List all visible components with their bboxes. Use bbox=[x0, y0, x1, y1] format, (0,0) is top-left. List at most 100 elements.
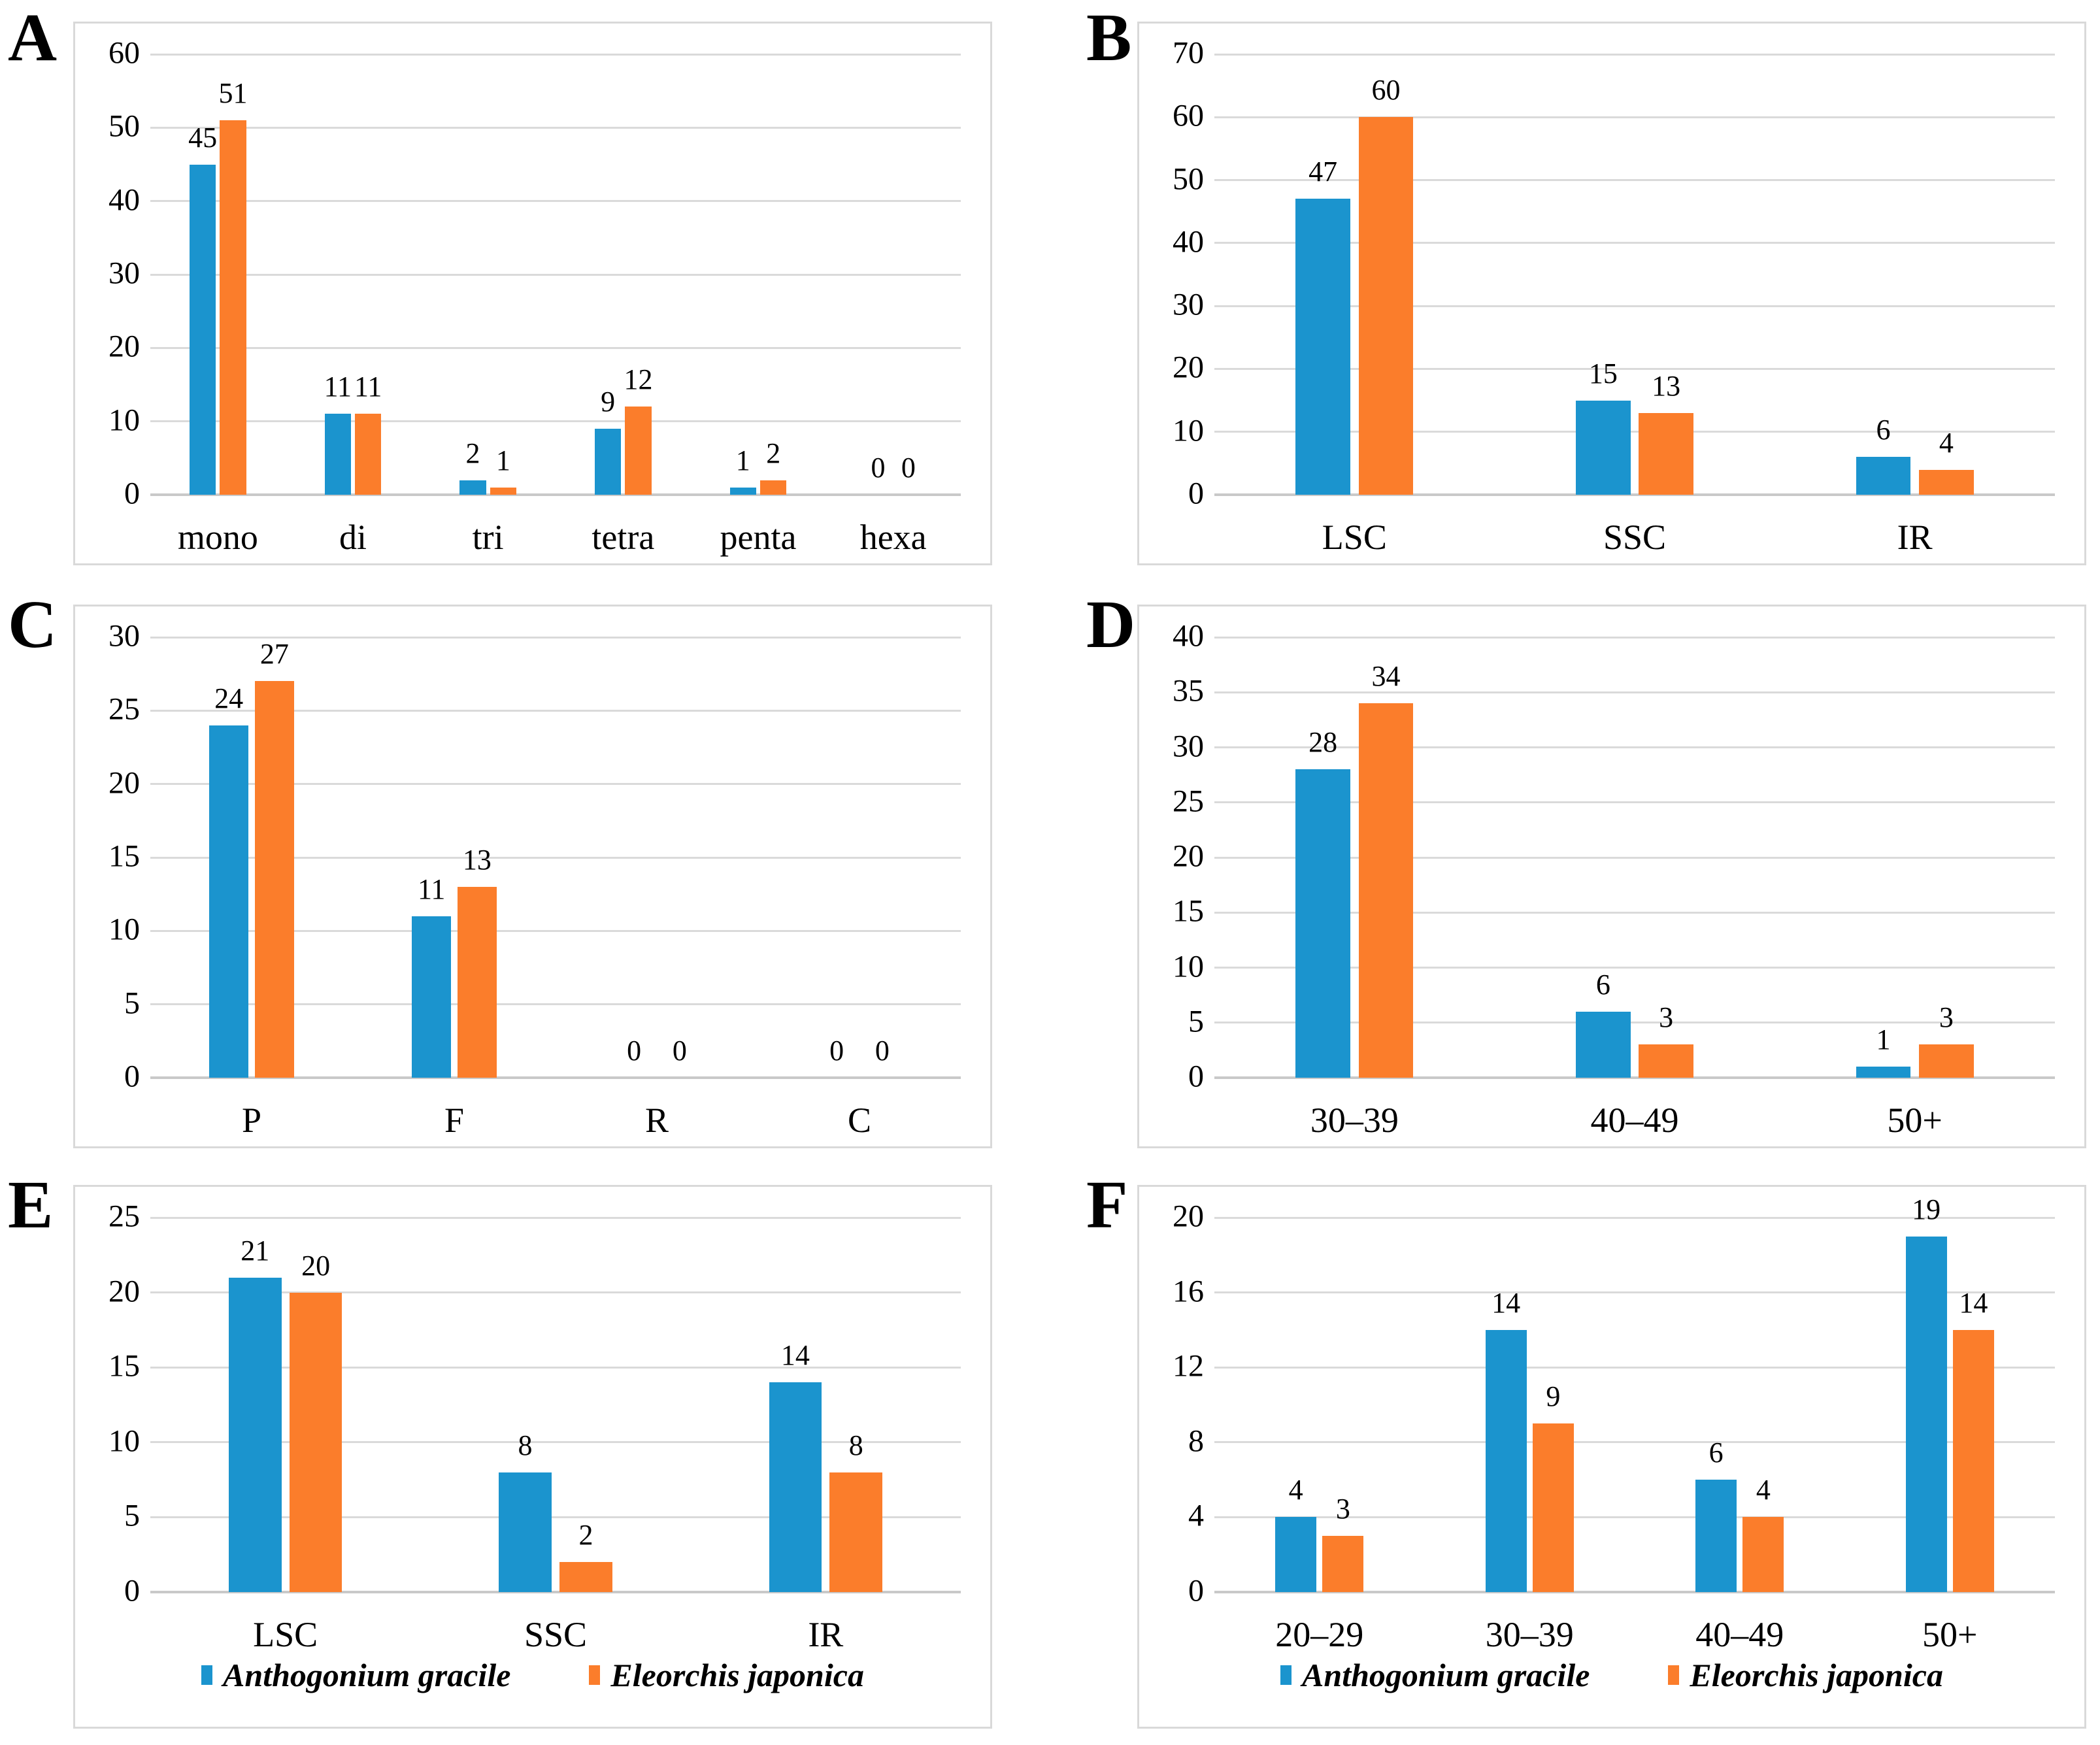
gridline bbox=[1214, 967, 2055, 969]
bar-series1 bbox=[1856, 457, 1911, 495]
category-label: IR bbox=[1897, 518, 1933, 557]
gridline bbox=[150, 273, 961, 276]
bar-value-label: 1 bbox=[1876, 1023, 1891, 1056]
bar-series1 bbox=[1485, 1329, 1527, 1592]
bar-value-label: 8 bbox=[848, 1429, 863, 1461]
category-label: R bbox=[644, 1101, 669, 1140]
gridline bbox=[150, 1291, 961, 1294]
gridline bbox=[150, 53, 961, 56]
gridline bbox=[1214, 1022, 2055, 1024]
bar-value-label: 45 bbox=[188, 121, 218, 154]
bar-series1 bbox=[729, 487, 756, 495]
panel-letter: A bbox=[8, 0, 58, 75]
bar-series2 bbox=[457, 886, 497, 1078]
bar-value-label: 27 bbox=[259, 638, 289, 671]
x-axis-line bbox=[1214, 1076, 2055, 1079]
y-tick-label: 50 bbox=[1173, 161, 1204, 196]
gridline bbox=[1214, 116, 2055, 118]
bar-value-label: 15 bbox=[1588, 357, 1618, 390]
y-tick-label: 30 bbox=[1173, 287, 1204, 322]
bar-series1 bbox=[1295, 199, 1351, 495]
y-tick-label: 50 bbox=[108, 108, 140, 144]
y-tick-label: 10 bbox=[1173, 948, 1204, 984]
y-tick-label: 10 bbox=[1173, 413, 1204, 448]
category-label: P bbox=[241, 1101, 262, 1140]
category-label: IR bbox=[808, 1615, 844, 1654]
category-label: 50+ bbox=[1922, 1615, 1978, 1654]
chart-area-c: 0 5 10 15 20 25 30 P 24 27 F 11 13 R 0 0 C 0 0 bbox=[73, 605, 992, 1148]
plot-area-c: 0 5 10 15 20 25 30 P 24 27 F 11 13 R 0 0 C 0 0 bbox=[108, 618, 961, 1140]
bar-series2 bbox=[1322, 1536, 1364, 1592]
bar-value-label: 0 bbox=[627, 1035, 642, 1067]
y-tick-label: 0 bbox=[1188, 1573, 1204, 1608]
bar-series2 bbox=[355, 414, 382, 495]
bar-value-label: 2 bbox=[465, 437, 480, 469]
bar-value-label: 60 bbox=[1371, 74, 1401, 107]
y-tick-label: 8 bbox=[1188, 1423, 1204, 1459]
bar-series1 bbox=[1695, 1480, 1737, 1592]
y-tick-label: 12 bbox=[1173, 1348, 1204, 1384]
legend: Anthogonium gracile Eleorchis japonica bbox=[75, 1656, 990, 1694]
category-label: 30–39 bbox=[1485, 1615, 1574, 1654]
y-tick-label: 5 bbox=[124, 1498, 140, 1533]
chart-area-a: 0 10 20 30 40 50 60 mono 45 51 di 11 11 tri 2 1 tetra 9 12… bbox=[73, 22, 992, 565]
bar-value-label: 4 bbox=[1939, 426, 1954, 459]
bar-series2 bbox=[1918, 469, 1974, 495]
bar-value-label: 14 bbox=[780, 1339, 810, 1372]
y-tick-label: 60 bbox=[108, 35, 140, 71]
category-label: penta bbox=[720, 518, 797, 557]
category-label: SSC bbox=[524, 1615, 588, 1654]
bar-series2 bbox=[1639, 1044, 1693, 1078]
panel-letter: E bbox=[8, 1167, 54, 1242]
gridline bbox=[150, 200, 961, 203]
x-axis-line bbox=[1214, 493, 2055, 496]
legend: Anthogonium gracile Eleorchis japonica bbox=[1139, 1656, 2084, 1694]
chart-area-e: 0 5 10 15 20 25 LSC 21 20 SSC 8 2 IR 14 8 Anthogonium … bbox=[73, 1185, 992, 1729]
bar-series2 bbox=[559, 1562, 612, 1592]
bar-value-label: 0 bbox=[875, 1035, 890, 1067]
bar-value-label: 0 bbox=[672, 1035, 687, 1067]
bar-value-label: 9 bbox=[601, 385, 616, 418]
y-tick-label: 5 bbox=[124, 985, 140, 1020]
gridline bbox=[150, 783, 961, 786]
chart-area-d: 0 5 10 15 20 25 30 35 40 30–39 28 34 40–49 6 3 50+ 1 3 bbox=[1137, 605, 2086, 1148]
bar-series1 bbox=[769, 1382, 822, 1592]
bar-value-label: 1 bbox=[495, 444, 510, 476]
category-label: tri bbox=[472, 518, 504, 557]
bar-series1 bbox=[228, 1277, 282, 1592]
gridline bbox=[1214, 691, 2055, 693]
bar-series1 bbox=[459, 480, 486, 495]
category-label: 30–39 bbox=[1310, 1101, 1399, 1140]
plot-area-a: 0 10 20 30 40 50 60 mono 45 51 di 11 11 tri 2 1 tetra 9 12… bbox=[108, 35, 961, 557]
bar-value-label: 2 bbox=[766, 437, 781, 469]
bar-series2 bbox=[490, 487, 517, 495]
bar-series1 bbox=[324, 414, 351, 495]
bar-series2 bbox=[625, 407, 652, 495]
gridline bbox=[1214, 1291, 2055, 1294]
y-tick-label: 15 bbox=[108, 1348, 140, 1384]
bar-value-label: 11 bbox=[417, 872, 446, 905]
legend-marker-icon bbox=[1668, 1665, 1680, 1685]
y-tick-label: 10 bbox=[108, 1423, 140, 1459]
gridline bbox=[1214, 636, 2055, 639]
bar-value-label: 3 bbox=[1939, 1001, 1954, 1034]
y-tick-label: 0 bbox=[124, 1059, 140, 1094]
gridline bbox=[1214, 53, 2055, 56]
panel-f: F 0 4 8 12 16 20 20–29 4 3 30–39 14 9 40–49 6 4 50+ 19 14… bbox=[1050, 1157, 2100, 1745]
bar-value-label: 51 bbox=[218, 77, 248, 110]
y-tick-label: 30 bbox=[108, 256, 140, 291]
gridline bbox=[150, 1216, 961, 1219]
bar-value-label: 21 bbox=[241, 1234, 270, 1267]
y-tick-label: 30 bbox=[108, 618, 140, 654]
bar-series2 bbox=[1639, 412, 1693, 495]
y-tick-label: 20 bbox=[108, 1273, 140, 1308]
panel-letter: C bbox=[8, 587, 58, 662]
bar-value-label: 19 bbox=[1912, 1193, 1941, 1225]
bar-series1 bbox=[1275, 1517, 1317, 1592]
panel-c: C 0 5 10 15 20 25 30 P 24 27 F 11 13 R 0 0 C 0 0 bbox=[0, 575, 1050, 1157]
bar-series1 bbox=[1905, 1236, 1947, 1592]
y-tick-label: 70 bbox=[1173, 35, 1204, 71]
gridline bbox=[150, 1516, 961, 1518]
bar-series2 bbox=[1358, 117, 1414, 495]
bar-series1 bbox=[189, 164, 216, 495]
